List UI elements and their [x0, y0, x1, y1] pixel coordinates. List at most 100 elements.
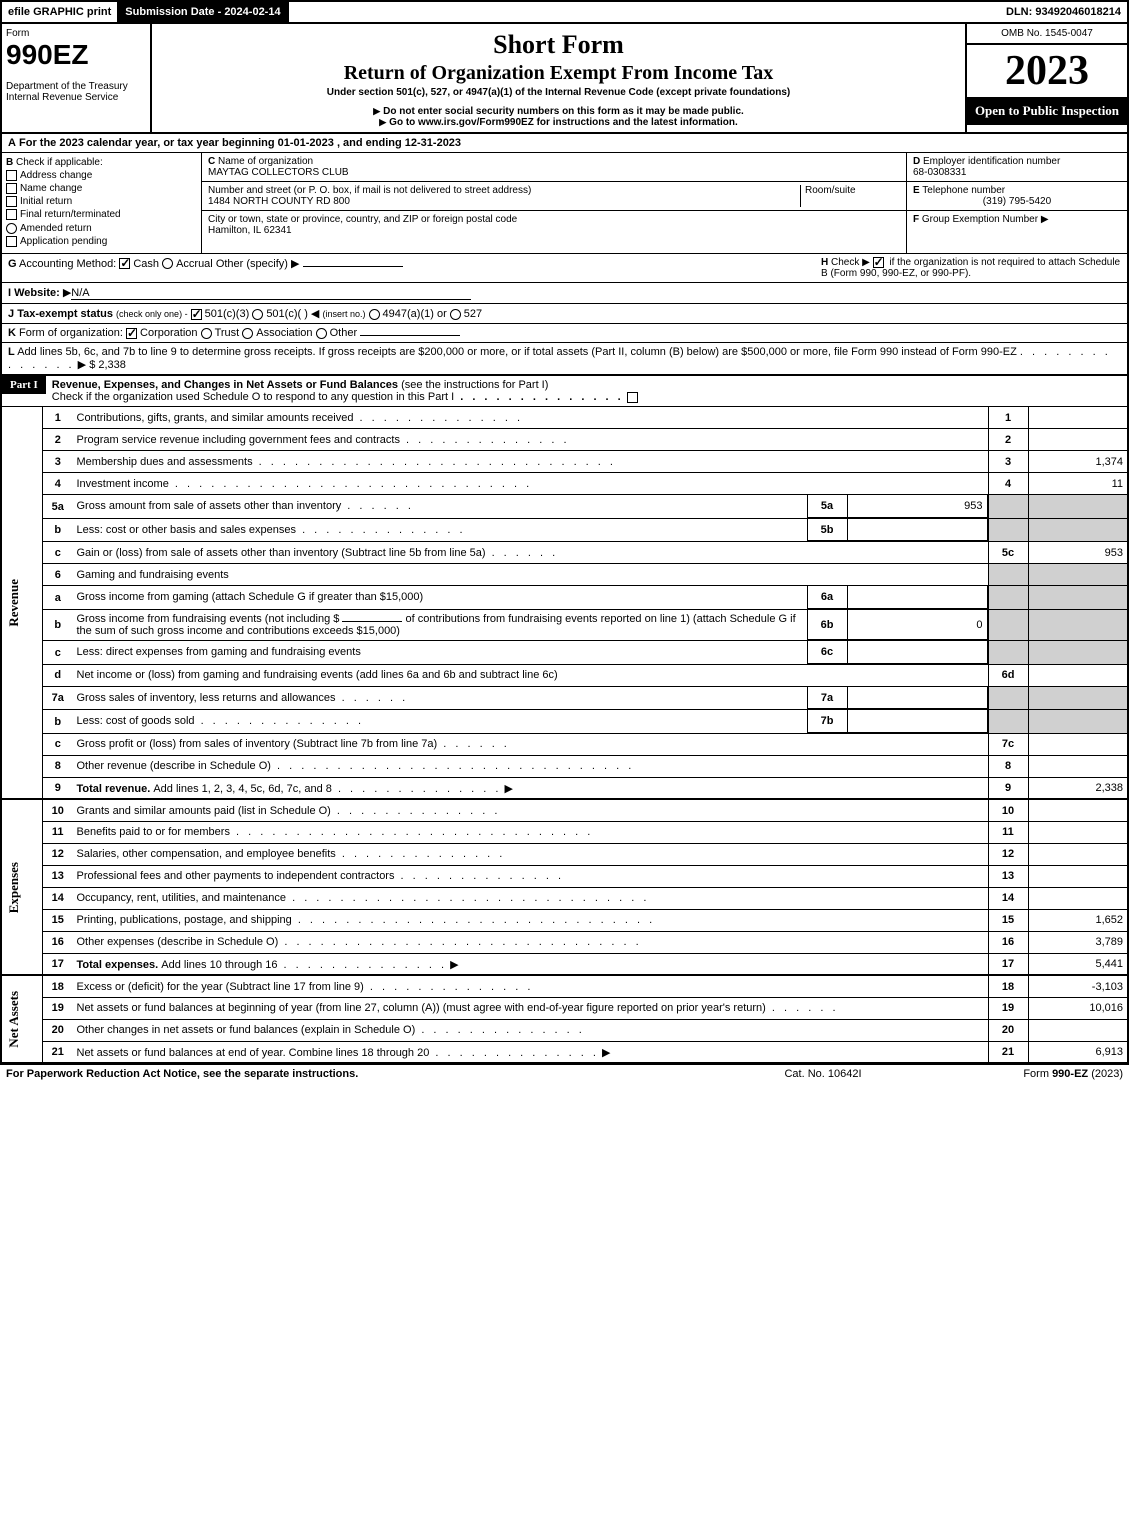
val-2	[1028, 429, 1128, 451]
line-6a: a Gross income from gaming (attach Sched…	[1, 586, 1128, 610]
val-6b: 0	[847, 610, 987, 640]
e-label: Telephone number	[922, 185, 1005, 196]
other-specify-input[interactable]	[303, 266, 403, 267]
footer-right: Form 990-EZ (2023)	[923, 1068, 1123, 1080]
val-13	[1028, 865, 1128, 887]
chk-address-change[interactable]: Address change	[6, 170, 197, 181]
val-8	[1028, 755, 1128, 777]
line-6b: b Gross income from fundraising events (…	[1, 609, 1128, 641]
efile-print-button[interactable]: efile GRAPHIC print	[2, 2, 119, 22]
val-11	[1028, 821, 1128, 843]
row-j: J Tax-exempt status (check only one) - 5…	[0, 304, 1129, 324]
val-5b	[847, 519, 987, 541]
chk-schedule-b[interactable]	[873, 257, 884, 268]
row-gh: G Accounting Method: Cash Accrual Other …	[0, 254, 1129, 283]
chk-527[interactable]	[450, 309, 461, 320]
section-a: A For the 2023 calendar year, or tax yea…	[0, 134, 1129, 153]
subtitle: Under section 501(c), 527, or 4947(a)(1)…	[156, 87, 961, 98]
line-13: 13 Professional fees and other payments …	[1, 865, 1128, 887]
line-7a: 7a Gross sales of inventory, less return…	[1, 686, 1128, 710]
line-6: 6 Gaming and fundraising events	[1, 564, 1128, 586]
line-21: 21 Net assets or fund balances at end of…	[1, 1041, 1128, 1063]
chk-initial-return[interactable]: Initial return	[6, 196, 197, 207]
chk-association[interactable]	[242, 328, 253, 339]
chk-schedule-o[interactable]	[627, 392, 638, 403]
chk-other-org[interactable]	[316, 328, 327, 339]
tax-year: 2023	[967, 45, 1127, 97]
line-6d: d Net income or (loss) from gaming and f…	[1, 664, 1128, 686]
note-goto[interactable]: Go to www.irs.gov/Form990EZ for instruct…	[156, 117, 961, 128]
val-7c	[1028, 733, 1128, 755]
chk-501c[interactable]	[252, 309, 263, 320]
org-address-block: Number and street (or P. O. box, if mail…	[202, 182, 906, 211]
row-l: L Add lines 5b, 6c, and 7b to line 9 to …	[0, 343, 1129, 376]
section-h: H Check ▶ if the organization is not req…	[821, 257, 1121, 279]
contrib-amount-input[interactable]	[342, 621, 402, 622]
ein-value: 68-0308331	[913, 167, 966, 178]
part-i-check-text: Check if the organization used Schedule …	[52, 391, 454, 403]
val-19: 10,016	[1028, 997, 1128, 1019]
submission-date: Submission Date - 2024-02-14	[119, 2, 288, 22]
line-20: 20 Other changes in net assets or fund b…	[1, 1019, 1128, 1041]
section-def: D Employer identification number 68-0308…	[907, 153, 1127, 253]
line-9: 9 Total revenue. Add lines 1, 2, 3, 4, 5…	[1, 777, 1128, 799]
val-10	[1028, 799, 1128, 821]
val-3: 1,374	[1028, 451, 1128, 473]
f-label: Group Exemption Number	[922, 214, 1038, 225]
chk-amended-return[interactable]: Amended return	[6, 223, 197, 234]
chk-final-return[interactable]: Final return/terminated	[6, 209, 197, 220]
chk-accrual[interactable]	[162, 258, 173, 269]
netassets-side-label: Net Assets	[6, 991, 22, 1048]
c-name-label: Name of organization	[218, 156, 313, 167]
line-3: 3 Membership dues and assessments 3 1,37…	[1, 451, 1128, 473]
dln-number: DLN: 93492046018214	[289, 2, 1127, 22]
chk-trust[interactable]	[201, 328, 212, 339]
line-1: Revenue 1 Contributions, gifts, grants, …	[1, 407, 1128, 429]
chk-application-pending[interactable]: Application pending	[6, 236, 197, 247]
val-20	[1028, 1019, 1128, 1041]
chk-501c3[interactable]	[191, 309, 202, 320]
val-9: 2,338	[1028, 777, 1128, 799]
val-16: 3,789	[1028, 931, 1128, 953]
line-10: Expenses 10 Grants and similar amounts p…	[1, 799, 1128, 821]
section-l: L Add lines 5b, 6c, and 7b to line 9 to …	[8, 346, 1121, 371]
val-15: 1,652	[1028, 909, 1128, 931]
chk-corporation[interactable]	[126, 328, 137, 339]
info-grid: B Check if applicable: Address change Na…	[0, 153, 1129, 254]
k-label: Form of organization:	[19, 327, 123, 339]
org-address: 1484 NORTH COUNTY RD 800	[208, 196, 350, 207]
i-label: Website:	[14, 287, 60, 299]
line-8: 8 Other revenue (describe in Schedule O)…	[1, 755, 1128, 777]
line-4: 4 Investment income 4 11	[1, 473, 1128, 495]
b-label: Check if applicable:	[16, 157, 103, 168]
dept-treasury: Department of the Treasury	[6, 81, 146, 92]
val-18: -3,103	[1028, 975, 1128, 997]
header-center: Short Form Return of Organization Exempt…	[152, 24, 967, 132]
org-name-block: C Name of organization MAYTAG COLLECTORS…	[202, 153, 906, 182]
line-17: 17 Total expenses. Add lines 10 through …	[1, 953, 1128, 975]
section-j: J Tax-exempt status (check only one) - 5…	[8, 307, 1121, 320]
val-7b	[847, 710, 987, 732]
section-d: D Employer identification number 68-0308…	[907, 153, 1127, 182]
row-k: K Form of organization: Corporation Trus…	[0, 324, 1129, 343]
line-2: 2 Program service revenue including gove…	[1, 429, 1128, 451]
val-6a	[847, 586, 987, 608]
section-f: F Group Exemption Number ▶	[907, 211, 1127, 228]
footer-center: Cat. No. 10642I	[723, 1068, 923, 1080]
footer-left: For Paperwork Reduction Act Notice, see …	[6, 1068, 723, 1080]
addr-label: Number and street (or P. O. box, if mail…	[208, 185, 531, 196]
line-19: 19 Net assets or fund balances at beginn…	[1, 997, 1128, 1019]
page-footer: For Paperwork Reduction Act Notice, see …	[0, 1064, 1129, 1083]
chk-4947[interactable]	[369, 309, 380, 320]
row-i: I Website: ▶N/A	[0, 283, 1129, 304]
line-15: 15 Printing, publications, postage, and …	[1, 909, 1128, 931]
chk-name-change[interactable]: Name change	[6, 183, 197, 194]
section-a-text: For the 2023 calendar year, or tax year …	[19, 137, 461, 149]
chk-cash[interactable]	[119, 258, 130, 269]
other-org-input[interactable]	[360, 335, 460, 336]
open-to-public: Open to Public Inspection	[967, 97, 1127, 125]
revenue-side-label: Revenue	[6, 579, 22, 627]
section-k: K Form of organization: Corporation Trus…	[8, 327, 1121, 339]
val-1	[1028, 407, 1128, 429]
line-7b: b Less: cost of goods sold 7b	[1, 710, 1128, 734]
